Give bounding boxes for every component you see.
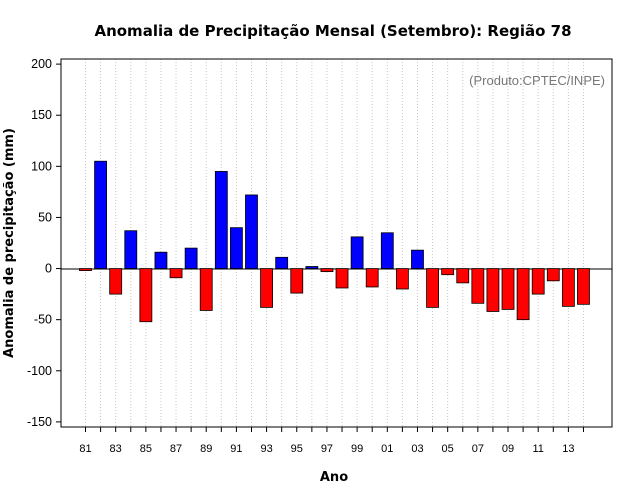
bar-series	[79, 160, 590, 323]
bar-2014	[577, 268, 590, 305]
x-tick-label: 99	[351, 443, 363, 455]
x-tick-label: 81	[79, 443, 91, 455]
x-axis-label: Ano	[320, 470, 348, 485]
bar-1987	[169, 268, 183, 279]
x-tick-label: 11	[532, 443, 543, 455]
bar-2005	[441, 268, 455, 276]
bar-1991	[229, 227, 243, 269]
bar-1981	[79, 268, 92, 271]
bar-1983	[109, 268, 123, 295]
bar-1997	[320, 268, 334, 273]
bar-1999	[350, 236, 364, 269]
bar-2007	[471, 268, 485, 304]
bar-2010	[516, 268, 530, 321]
plot-frame	[60, 58, 613, 428]
bar-2008	[486, 268, 500, 312]
y-tick-label: -150	[27, 415, 52, 429]
x-tick-label: 95	[291, 443, 303, 455]
x-tick-label: 97	[321, 443, 333, 455]
y-tick-label: 100	[31, 159, 52, 173]
x-tick-label: 89	[200, 443, 212, 455]
x-tick-label: 93	[260, 443, 272, 455]
x-axis: 81 83 85 87 89 91 93 95 97 99 01 03 05 07 09 11 13	[79, 427, 584, 455]
y-tick-label: 0	[45, 262, 52, 276]
bar-1998	[335, 268, 349, 289]
chart-title: Anomalia de Precipitação Mensal (Setembr…	[94, 22, 571, 40]
x-tick-label: 01	[381, 443, 393, 455]
bar-1993	[260, 268, 273, 308]
x-tick-label: 85	[140, 443, 152, 455]
bar-1996	[305, 266, 319, 269]
bar-2011	[531, 268, 545, 295]
x-tick-label: 09	[502, 443, 514, 455]
bar-1986	[154, 251, 168, 269]
x-tick-label: 05	[442, 443, 454, 455]
x-tick-label: 03	[411, 443, 423, 455]
bar-2004	[426, 268, 439, 308]
credit-label: (Produto:CPTEC/INPE)	[469, 73, 605, 88]
bar-2003	[411, 249, 424, 269]
bar-2009	[501, 268, 515, 310]
bar-1985	[139, 268, 153, 323]
y-tick-label: 50	[38, 210, 52, 224]
bar-2000	[365, 268, 379, 288]
bar-1982	[94, 160, 107, 269]
bar-1988	[184, 247, 198, 269]
y-tick-label: -100	[27, 364, 52, 378]
y-tick-label: -50	[34, 313, 52, 327]
bar-2013	[561, 268, 575, 307]
bar-1989	[199, 268, 213, 311]
bar-2001	[380, 232, 394, 269]
x-tick-label: 13	[562, 443, 574, 455]
x-tick-label: 07	[472, 443, 484, 455]
bar-1992	[245, 194, 258, 269]
bar-1984	[124, 230, 138, 269]
bar-2006	[456, 268, 470, 284]
vertical-grid-lines	[85, 59, 584, 427]
y-axis-label: Anomalia de precipitação (mm)	[2, 128, 17, 358]
bar-1994	[275, 256, 289, 269]
x-tick-label: 83	[110, 443, 122, 455]
x-tick-label: 91	[230, 443, 242, 455]
bar-2002	[395, 268, 409, 290]
bar-2012	[546, 268, 560, 282]
x-tick-label: 87	[170, 443, 182, 455]
y-axis: -150 -100 -50 0 50 100 150 200	[27, 57, 61, 429]
bar-1995	[290, 268, 304, 294]
y-tick-label: 150	[31, 108, 52, 122]
y-tick-label: 200	[31, 57, 52, 71]
bar-1990	[214, 171, 228, 269]
